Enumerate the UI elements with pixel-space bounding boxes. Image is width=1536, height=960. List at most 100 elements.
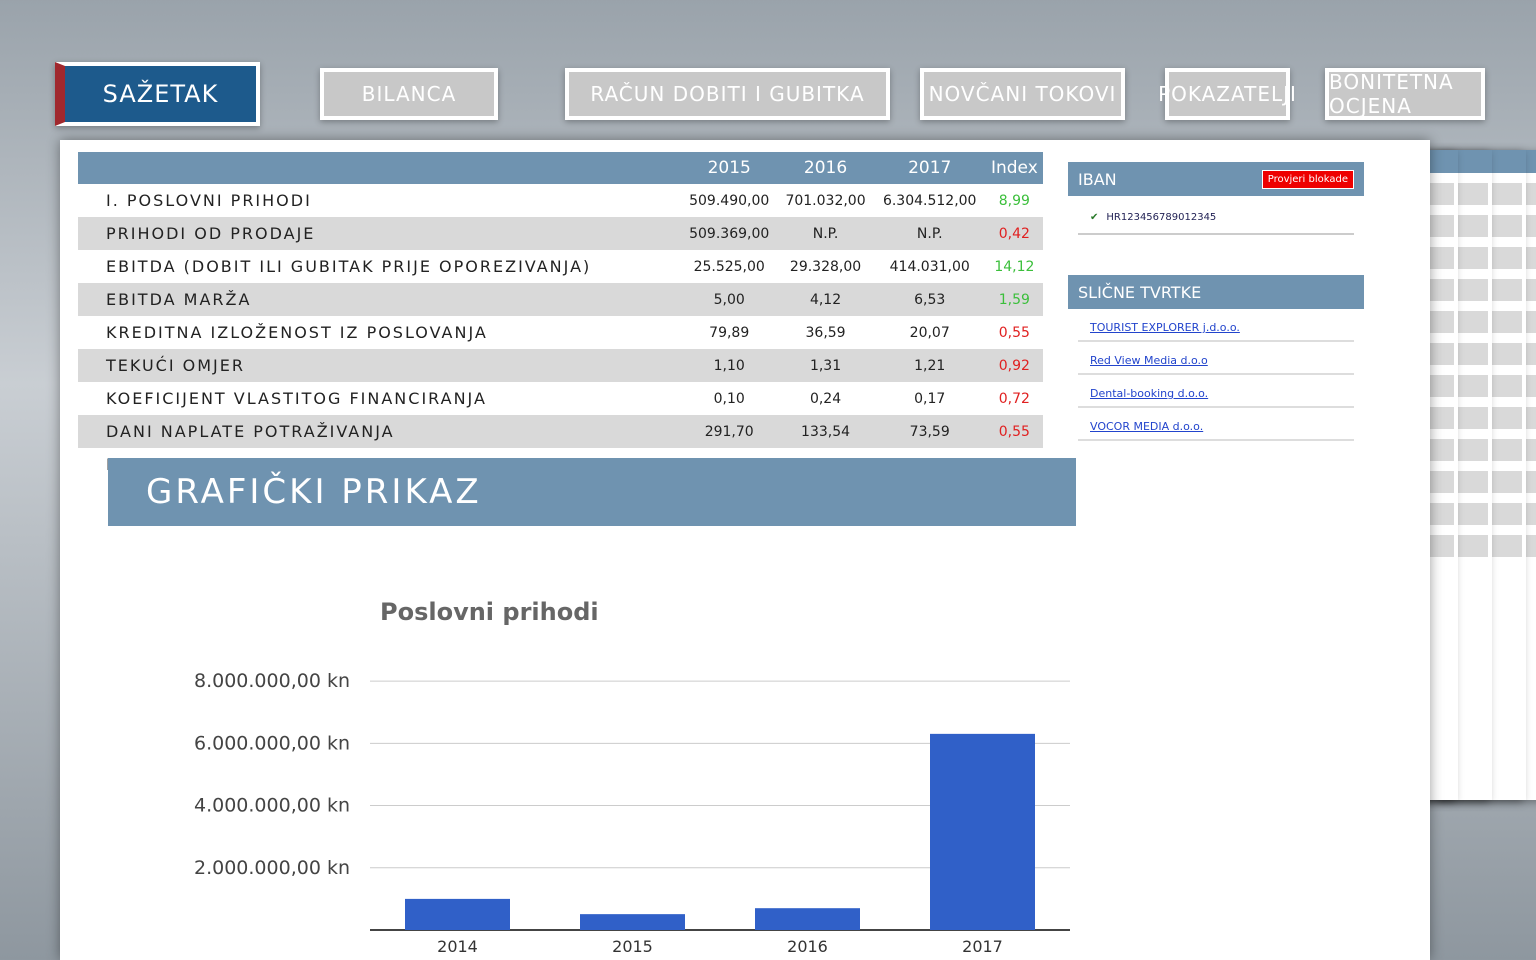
background-stripe: [1444, 311, 1536, 333]
value-cell: 133,54: [777, 415, 874, 448]
column-header: 2016: [777, 152, 874, 184]
index-cell: 0,92: [985, 349, 1043, 382]
iban-header: IBAN Provjeri blokade: [1068, 162, 1364, 196]
value-cell: N.P.: [777, 217, 874, 250]
value-cell: 414.031,00: [889, 258, 970, 275]
index-cell: 0,42: [985, 217, 1043, 250]
tab-bar: SAŽETAK BILANCA RAČUN DOBITI I GUBITKA NOVČ…: [55, 58, 1495, 138]
value-cell: 1,21: [873, 349, 986, 382]
value-cell: 291,70: [681, 415, 778, 448]
value-cell: N.P.: [873, 217, 986, 250]
y-tick-label: 2.000.000,00 kn: [194, 857, 350, 879]
value-cell: 0,10: [713, 390, 745, 407]
column-header: Index: [985, 152, 1043, 184]
similar-header: SLIČNE TVRTKE: [1068, 275, 1364, 309]
index-cell: 0,55: [985, 415, 1043, 448]
tab[interactable]: SAŽETAK: [55, 62, 260, 126]
background-stripe: [1444, 343, 1536, 365]
background-stripe: [1444, 183, 1536, 205]
iban-row: ✔ HR123456789012345: [1078, 196, 1354, 235]
table-row: EBITDA (DOBIT ILI GUBITAK PRIJE OPOREZIV…: [78, 250, 1043, 283]
background-stripe: [1444, 535, 1536, 557]
chart: Poslovni prihodi 2.000.000,00 kn 4.000.00…: [194, 598, 1070, 956]
bar: [580, 914, 685, 930]
table-row: EBITDA MARŽA 5,00 4,12 6,53 1,59: [78, 283, 1043, 316]
value-cell: 73,59: [873, 415, 986, 448]
table-row: PRIHODI OD PRODAJE 509.369,00 N.P. N.P. 0,42: [78, 217, 1043, 250]
similar-title: SLIČNE TVRTKE: [1078, 282, 1202, 302]
value-cell: 701.032,00: [785, 192, 866, 209]
bar: [405, 898, 510, 930]
tab[interactable]: POKAZATELJI: [1158, 68, 1296, 120]
value-cell: 6.304.512,00: [882, 192, 977, 209]
summary-table: 2015 2016 2017 Index I. POSLOVNI PRIHODI 509.…: [78, 152, 1043, 481]
value-cell: 4,12: [777, 283, 874, 316]
value-cell: 1,31: [777, 349, 874, 382]
section-title: GRAFIČKI PRIKAZ: [108, 458, 1076, 526]
value-cell: 0,17: [914, 390, 946, 407]
value-cell: 5,00: [681, 283, 778, 316]
sidebar: IBAN Provjeri blokade ✔ HR123456789012345 …: [1068, 162, 1364, 441]
background-stripe: [1444, 439, 1536, 461]
value-cell: 29.328,00: [789, 258, 862, 275]
column-header: 2015: [681, 152, 778, 184]
table-header: 2015 2016 2017 Index: [78, 152, 1043, 184]
similar-company-link[interactable]: TOURIST EXPLORER j.d.o.o.: [1078, 309, 1354, 342]
index-cell: 8,99: [998, 192, 1030, 209]
index-cell: 0,55: [998, 324, 1030, 341]
background-stripe: [1444, 247, 1536, 269]
index-cell: 1,59: [985, 283, 1043, 316]
background-stripe: [1444, 375, 1536, 397]
row-label: KREDITNA IZLOŽENOST IZ POSLOVANJA: [106, 323, 488, 342]
background-stripe: [1444, 279, 1536, 301]
similar-company-link[interactable]: VOCOR MEDIA d.o.o.: [1078, 408, 1354, 441]
row-label: I. POSLOVNI PRIHODI: [106, 191, 312, 210]
tab[interactable]: RAČUN DOBITI I GUBITKA: [565, 68, 890, 120]
value-cell: 36,59: [805, 324, 846, 341]
value-cell: 509.369,00: [681, 217, 778, 250]
background-stripe: [1444, 471, 1536, 493]
tab[interactable]: BILANCA: [320, 68, 498, 120]
header-cell: [78, 152, 682, 184]
row-label: EBITDA MARŽA: [78, 283, 682, 316]
y-tick-label: 6.000.000,00 kn: [194, 732, 350, 754]
x-tick-label: 2017: [962, 937, 1003, 956]
iban-title: IBAN: [1078, 169, 1117, 189]
row-label: KOEFICIJENT VLASTITOG FINANCIRANJA: [106, 389, 487, 408]
chart-title: Poslovni prihodi: [380, 598, 599, 626]
check-button[interactable]: Provjeri blokade: [1261, 169, 1354, 189]
bar: [930, 733, 1035, 930]
x-tick-label: 2016: [787, 937, 828, 956]
value-cell: 79,89: [709, 324, 750, 341]
background-stripe: [1444, 407, 1536, 429]
x-tick-label: 2014: [437, 937, 478, 956]
x-tick-label: 2015: [612, 937, 653, 956]
table-row: TEKUĆI OMJER 1,10 1,31 1,21 0,92: [78, 349, 1043, 382]
table-row: DANI NAPLATE POTRAŽIVANJA 291,70 133,54 73,…: [78, 415, 1043, 448]
iban: HR123456789012345: [1106, 212, 1217, 223]
row-label: PRIHODI OD PRODAJE: [78, 217, 682, 250]
similar-list: TOURIST EXPLORER j.d.o.o. Red View Media …: [1068, 309, 1364, 441]
value-cell: 25.525,00: [693, 258, 765, 275]
summary-panel: 2015 2016 2017 Index I. POSLOVNI PRIHODI 509.…: [60, 140, 1430, 960]
value-cell: 1,10: [681, 349, 778, 382]
value-cell: 0,24: [809, 390, 842, 407]
value-cell: 20,07: [909, 324, 950, 341]
tab[interactable]: NOVČANI TOKOVI: [920, 68, 1125, 120]
y-tick-label: 8.000.000,00 kn: [194, 670, 350, 692]
background-stripe: [1444, 503, 1536, 525]
background-header: Index: [1440, 150, 1536, 173]
table-row: I. POSLOVNI PRIHODI 509.490,00 701.032,00 6…: [78, 184, 1043, 217]
tab[interactable]: BONITETNA OCJENA: [1325, 68, 1485, 120]
value-cell: 6,53: [873, 283, 986, 316]
index-cell: 0,72: [998, 390, 1030, 407]
background-page: Index: [1440, 150, 1536, 800]
similar-company-link[interactable]: Red View Media d.o.o: [1078, 342, 1354, 375]
index-cell: 14,12: [994, 258, 1035, 275]
row-label: TEKUĆI OMJER: [78, 349, 682, 382]
similar-company-link[interactable]: Dental-booking d.o.o.: [1078, 375, 1354, 408]
row-label: EBITDA (DOBIT ILI GUBITAK PRIJE OPOREZIV…: [106, 257, 592, 276]
value-cell: 509.490,00: [689, 192, 770, 209]
column-header: 2017: [873, 152, 986, 184]
